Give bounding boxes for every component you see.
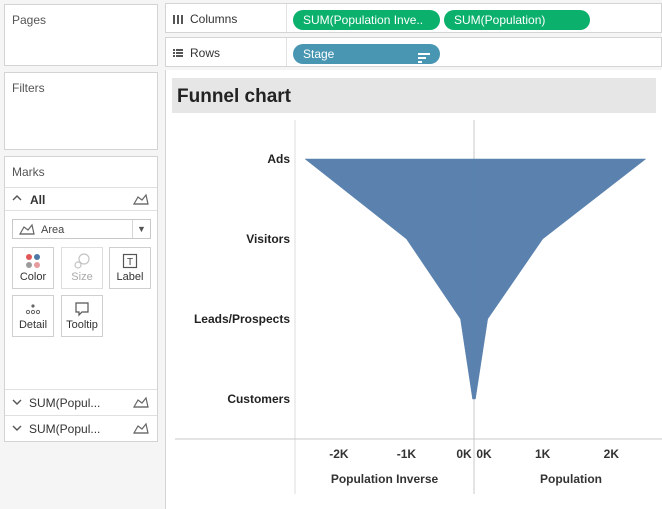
marks-field-row[interactable]: SUM(Popul...	[5, 389, 157, 415]
chevron-down-icon[interactable]	[12, 396, 22, 410]
dropdown-arrow-icon[interactable]: ▼	[132, 220, 150, 238]
area-series-population-inverse[interactable]	[304, 158, 475, 400]
x-axis-title-left: Population Inverse	[331, 472, 439, 486]
label-button[interactable]: T Label	[109, 247, 151, 289]
row-label: Customers	[227, 392, 290, 406]
pages-title: Pages	[12, 13, 47, 27]
mark-type-dropdown[interactable]: Area ▼	[12, 219, 151, 239]
chevron-up-icon[interactable]	[12, 192, 22, 206]
detail-button-label: Detail	[18, 319, 48, 331]
x-tick-label: 1K	[535, 447, 551, 461]
area-mark-icon	[132, 422, 149, 437]
columns-pill-population[interactable]: SUM(Population)	[444, 10, 590, 30]
area-mark-icon	[18, 223, 35, 238]
detail-button[interactable]: Detail	[12, 295, 54, 337]
columns-icon	[172, 12, 184, 30]
marks-field-label: SUM(Popul...	[29, 396, 101, 410]
pages-card: Pages	[4, 4, 158, 66]
area-mark-icon	[132, 193, 149, 208]
marks-field-label: SUM(Popul...	[29, 422, 101, 436]
marks-card: Marks All Area ▼ Color Size T Label	[4, 156, 158, 442]
rows-shelf[interactable]: Rows Stage	[165, 37, 662, 67]
filters-card: Filters	[4, 72, 158, 150]
tooltip-icon	[62, 301, 102, 317]
filters-title: Filters	[12, 81, 45, 95]
rows-pill-label: Stage	[303, 47, 335, 61]
columns-shelf-label: Columns	[190, 12, 238, 26]
x-axis-title-right: Population	[540, 472, 602, 486]
rows-pill-stage[interactable]: Stage	[293, 44, 440, 64]
row-label: Visitors	[246, 232, 290, 246]
shelf-divider	[286, 4, 287, 32]
detail-dots-icon	[13, 301, 53, 317]
marks-all-row[interactable]: All	[5, 187, 157, 211]
area-series-population[interactable]	[473, 158, 647, 400]
rows-icon	[172, 46, 184, 64]
size-button[interactable]: Size	[61, 247, 103, 289]
label-button-label: Label	[116, 271, 144, 283]
sort-icon[interactable]	[418, 49, 430, 64]
row-label: Ads	[267, 152, 290, 166]
marks-field-row[interactable]: SUM(Popul...	[5, 415, 157, 441]
shelf-divider	[286, 38, 287, 66]
size-icon	[62, 253, 102, 269]
x-tick-label: 0K	[476, 447, 492, 461]
chevron-down-icon[interactable]	[12, 422, 22, 436]
svg-text:T: T	[127, 257, 133, 268]
marks-all-label: All	[30, 193, 46, 207]
x-tick-label: 0K	[456, 447, 472, 461]
columns-shelf[interactable]: Columns SUM(Population Inve.. SUM(Popula…	[165, 3, 662, 33]
viz-area: Funnel chart -2K -1K 0K 0K 1K 2K Population In…	[165, 70, 662, 509]
x-tick-label: -2K	[329, 447, 349, 461]
chart-title: Funnel chart	[172, 78, 656, 113]
color-button-label: Color	[19, 271, 47, 283]
rows-shelf-label: Rows	[190, 46, 221, 60]
label-icon: T	[110, 253, 150, 269]
marks-title: Marks	[12, 165, 45, 179]
x-tick-label: 2K	[604, 447, 620, 461]
row-label: Leads/Prospects	[194, 312, 290, 326]
funnel-chart[interactable]: -2K -1K 0K 0K 1K 2K Population Inverse Populati…	[166, 70, 662, 509]
mark-type-label: Area	[41, 224, 65, 236]
tooltip-button[interactable]: Tooltip	[61, 295, 103, 337]
size-button-label: Size	[71, 271, 93, 283]
area-mark-icon	[132, 396, 149, 411]
tooltip-button-label: Tooltip	[66, 319, 98, 331]
color-dots-icon	[13, 253, 53, 269]
columns-pill-population-inverse[interactable]: SUM(Population Inve..	[293, 10, 440, 30]
x-tick-label: -1K	[397, 447, 417, 461]
color-button[interactable]: Color	[12, 247, 54, 289]
